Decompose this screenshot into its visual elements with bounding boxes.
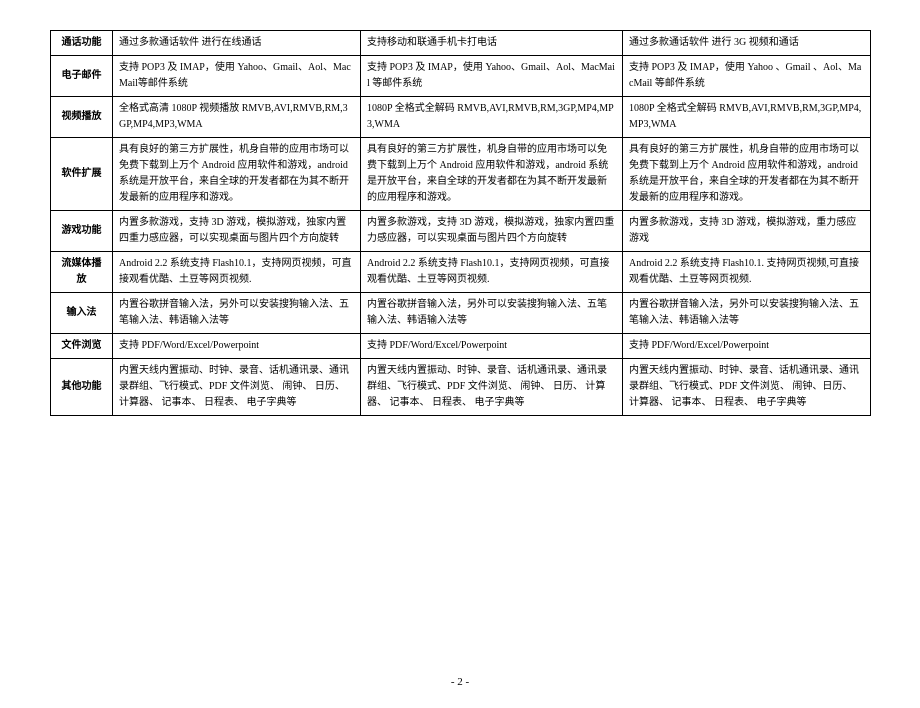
cell: 内置谷歌拼音输入法，另外可以安装搜狗输入法、五笔输入法、韩语输入法等 xyxy=(361,293,623,334)
page-number: - 2 - xyxy=(50,676,870,688)
cell: 内置谷歌拼音输入法，另外可以安装搜狗输入法、五笔输入法、韩语输入法等 xyxy=(113,293,361,334)
row-label: 文件浏览 xyxy=(51,334,113,359)
row-label: 输入法 xyxy=(51,293,113,334)
cell: 内置天线内置振动、时钟、录音、话机通讯录、通讯录群组、飞行模式、PDF 文件浏览… xyxy=(113,359,361,416)
cell: Android 2.2 系统支持 Flash10.1，支持网页视频，可直接观看优… xyxy=(113,252,361,293)
cell: 通过多款通话软件 进行 3G 视频和通话 xyxy=(623,31,871,56)
table-row: 视频播放 全格式高清 1080P 视频播放 RMVB,AVI,RMVB,RM,3… xyxy=(51,97,871,138)
row-label: 软件扩展 xyxy=(51,138,113,211)
cell: 1080P 全格式全解码 RMVB,AVI,RMVB,RM,3GP,MP4,MP… xyxy=(361,97,623,138)
cell: 内置多款游戏，支持 3D 游戏，模拟游戏，重力感应游戏 xyxy=(623,211,871,252)
table-row: 输入法 内置谷歌拼音输入法，另外可以安装搜狗输入法、五笔输入法、韩语输入法等 内… xyxy=(51,293,871,334)
cell: 支持 PDF/Word/Excel/Powerpoint xyxy=(361,334,623,359)
spec-table: 通话功能 通过多款通话软件 进行在线通话 支持移动和联通手机卡打电话 通过多款通… xyxy=(50,30,871,416)
cell: 具有良好的第三方扩展性，机身自带的应用市场可以免费下载到上万个 Android … xyxy=(113,138,361,211)
cell: 全格式高清 1080P 视频播放 RMVB,AVI,RMVB,RM,3GP,MP… xyxy=(113,97,361,138)
cell: Android 2.2 系统支持 Flash10.1. 支持网页视频,可直接观看… xyxy=(623,252,871,293)
cell: 支持 POP3 及 IMAP，使用 Yahoo 、Gmail 、Aol、MacM… xyxy=(623,56,871,97)
row-label: 其他功能 xyxy=(51,359,113,416)
cell: 1080P 全格式全解码 RMVB,AVI,RMVB,RM,3GP,MP4,MP… xyxy=(623,97,871,138)
cell: 支持移动和联通手机卡打电话 xyxy=(361,31,623,56)
cell: 内置谷歌拼音输入法，另外可以安装搜狗输入法、五笔输入法、韩语输入法等 xyxy=(623,293,871,334)
cell: 内置天线内置振动、时钟、录音、话机通讯录、通讯录群组、飞行模式、PDF 文件浏览… xyxy=(361,359,623,416)
cell: 支持 POP3 及 IMAP，使用 Yahoo、Gmail、Aol、MacMai… xyxy=(361,56,623,97)
cell: 通过多款通话软件 进行在线通话 xyxy=(113,31,361,56)
cell: 内置天线内置振动、时钟、录音、话机通讯录、通讯录群组、飞行模式、PDF 文件浏览… xyxy=(623,359,871,416)
table-row: 通话功能 通过多款通话软件 进行在线通话 支持移动和联通手机卡打电话 通过多款通… xyxy=(51,31,871,56)
cell: 支持 POP3 及 IMAP，使用 Yahoo、Gmail、Aol、MacMai… xyxy=(113,56,361,97)
table-row: 文件浏览 支持 PDF/Word/Excel/Powerpoint 支持 PDF… xyxy=(51,334,871,359)
cell: 内置多款游戏，支持 3D 游戏，模拟游戏，独家内置四重力感应器，可以实现桌面与图… xyxy=(361,211,623,252)
table-row: 游戏功能 内置多款游戏，支持 3D 游戏，模拟游戏，独家内置四重力感应器，可以实… xyxy=(51,211,871,252)
table-row: 其他功能 内置天线内置振动、时钟、录音、话机通讯录、通讯录群组、飞行模式、PDF… xyxy=(51,359,871,416)
row-label: 流媒体播放 xyxy=(51,252,113,293)
row-label: 通话功能 xyxy=(51,31,113,56)
table-row: 电子邮件 支持 POP3 及 IMAP，使用 Yahoo、Gmail、Aol、M… xyxy=(51,56,871,97)
row-label: 电子邮件 xyxy=(51,56,113,97)
cell: 支持 PDF/Word/Excel/Powerpoint xyxy=(113,334,361,359)
cell: 内置多款游戏，支持 3D 游戏，模拟游戏，独家内置四重力感应器，可以实现桌面与图… xyxy=(113,211,361,252)
table-body: 通话功能 通过多款通话软件 进行在线通话 支持移动和联通手机卡打电话 通过多款通… xyxy=(51,31,871,416)
table-row: 流媒体播放 Android 2.2 系统支持 Flash10.1，支持网页视频，… xyxy=(51,252,871,293)
row-label: 游戏功能 xyxy=(51,211,113,252)
cell: 具有良好的第三方扩展性，机身自带的应用市场可以免费下载到上万个 Android … xyxy=(623,138,871,211)
table-row: 软件扩展 具有良好的第三方扩展性，机身自带的应用市场可以免费下载到上万个 And… xyxy=(51,138,871,211)
cell: 具有良好的第三方扩展性，机身自带的应用市场可以免费下载到上万个 Android … xyxy=(361,138,623,211)
cell: Android 2.2 系统支持 Flash10.1，支持网页视频，可直接观看优… xyxy=(361,252,623,293)
document-page: 通话功能 通过多款通话软件 进行在线通话 支持移动和联通手机卡打电话 通过多款通… xyxy=(0,0,920,708)
cell: 支持 PDF/Word/Excel/Powerpoint xyxy=(623,334,871,359)
row-label: 视频播放 xyxy=(51,97,113,138)
